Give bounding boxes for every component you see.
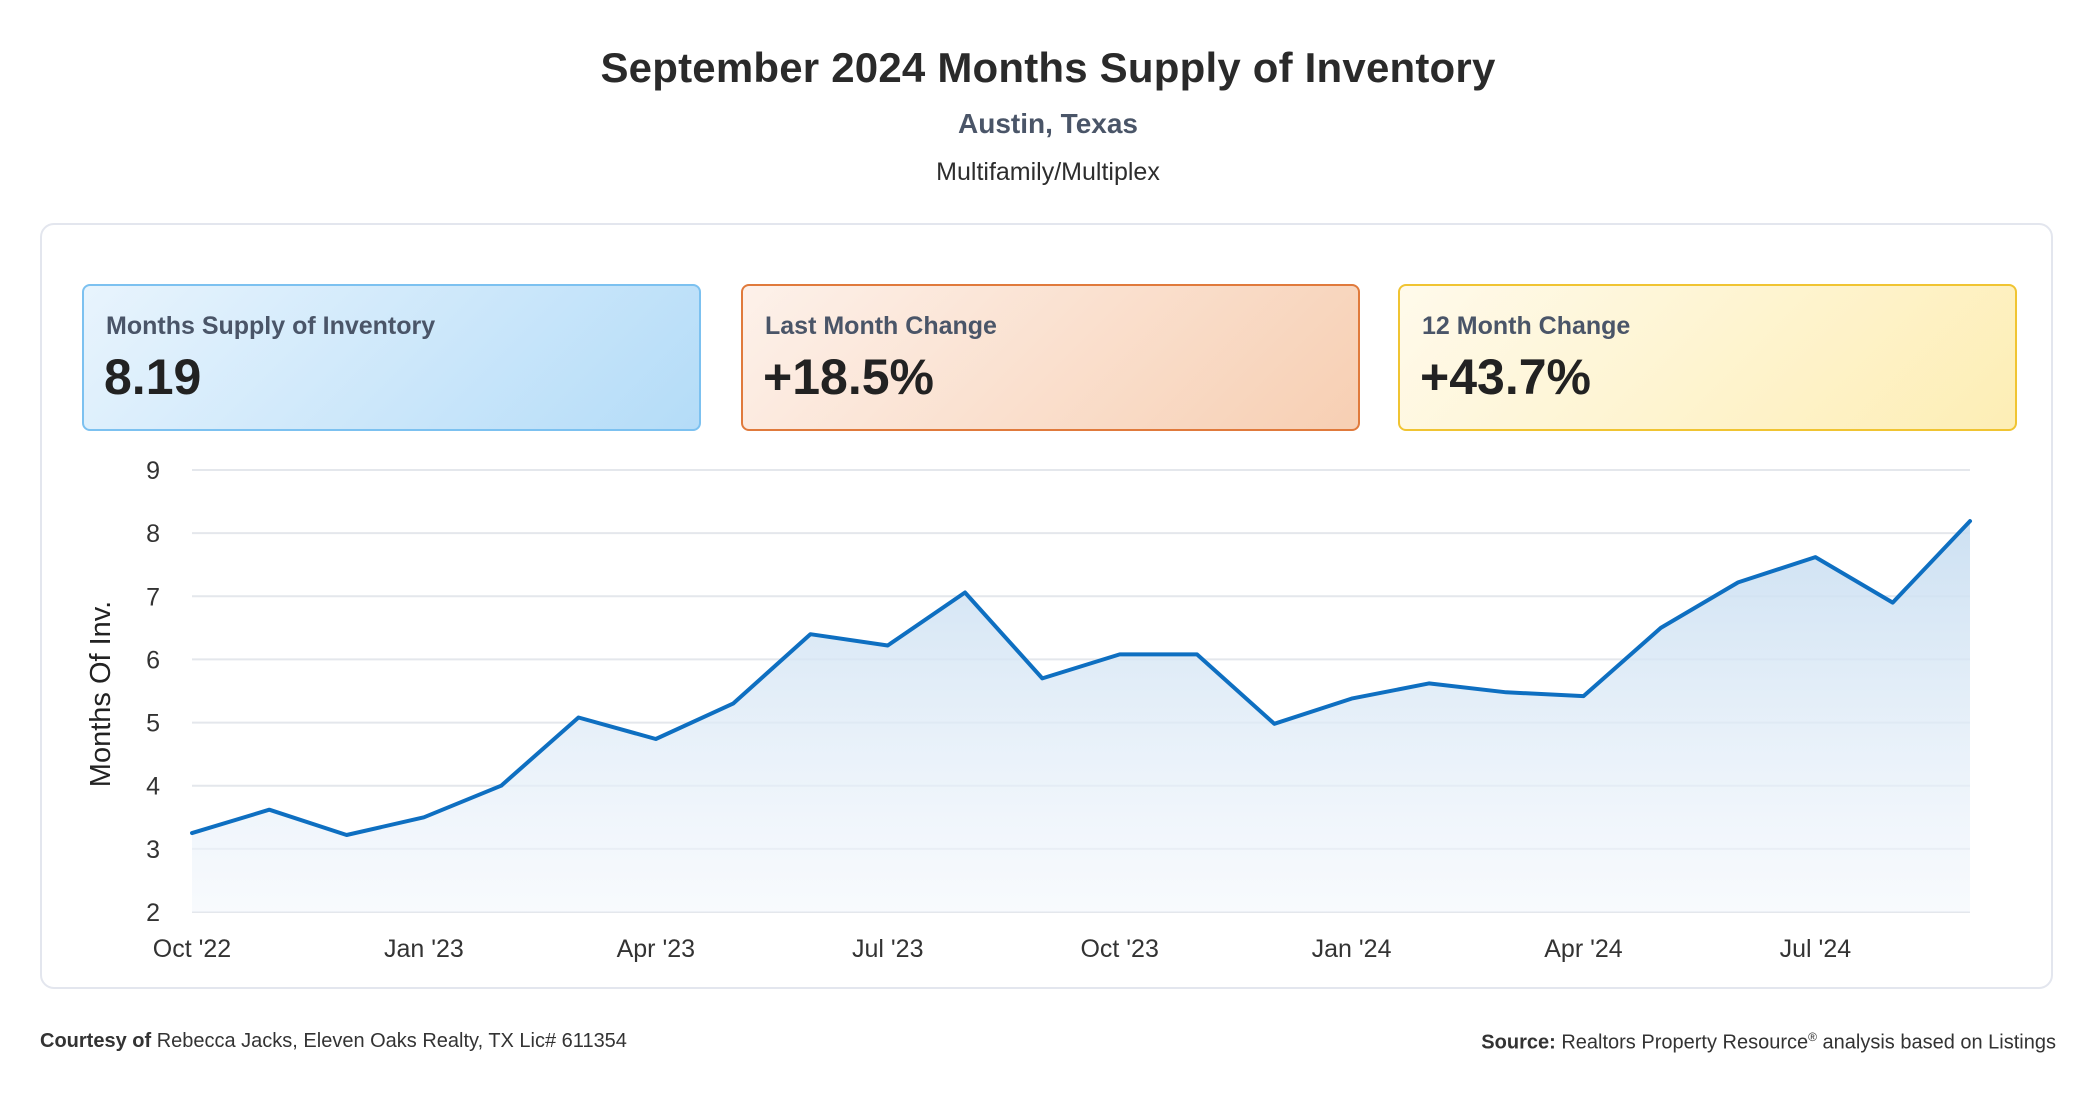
- last-month-change-label: Last Month Change: [765, 312, 997, 340]
- series-area: [192, 521, 1970, 912]
- x-tick-label: Oct '22: [153, 935, 231, 963]
- twelve-month-change-card: 12 Month Change +43.7%: [1398, 284, 2017, 431]
- chart-title: September 2024 Months Supply of Inventor…: [600, 44, 1496, 91]
- source-text: Realtors Property Resource: [1561, 1031, 1809, 1054]
- y-tick-label: 2: [146, 899, 160, 927]
- source-footer: Source: Realtors Property Resource® anal…: [1481, 1030, 2056, 1055]
- y-tick-label: 9: [146, 457, 160, 485]
- y-axis-label: Months Of Inv.: [85, 601, 117, 787]
- x-axis-ticks: Oct '22 Jan '23 Apr '23 Jul '23 Oct '23 Jan '…: [153, 935, 1851, 963]
- y-tick-label: 4: [146, 773, 160, 801]
- y-tick-label: 6: [146, 646, 160, 674]
- twelve-month-change-value: +43.7%: [1420, 349, 1591, 405]
- x-tick-label: Apr '23: [617, 935, 695, 963]
- x-tick-label: Jan '23: [384, 935, 464, 963]
- last-month-change-card: Last Month Change +18.5%: [741, 284, 1360, 431]
- months-supply-label: Months Supply of Inventory: [106, 312, 436, 340]
- series-line: [190, 519, 1972, 837]
- courtesy-text: Rebecca Jacks, Eleven Oaks Realty, TX Li…: [156, 1030, 627, 1052]
- property-type-label: Multifamily/Multiplex: [936, 158, 1160, 186]
- y-axis-ticks: 2 3 4 5 6 7 8 9: [146, 457, 160, 927]
- x-tick-label: Jul '23: [852, 935, 923, 963]
- months-supply-card: Months Supply of Inventory 8.19: [82, 284, 701, 431]
- twelve-month-change-label: 12 Month Change: [1422, 312, 1631, 340]
- x-tick-label: Oct '23: [1080, 935, 1158, 963]
- source-suffix: analysis based on Listings: [1822, 1031, 2056, 1054]
- y-tick-label: 5: [146, 710, 160, 738]
- courtesy-footer: Courtesy of Rebecca Jacks, Eleven Oaks R…: [40, 1030, 627, 1053]
- months-supply-value: 8.19: [104, 349, 202, 405]
- x-tick-label: Jan '24: [1312, 935, 1392, 963]
- y-tick-label: 8: [146, 520, 160, 548]
- y-tick-label: 7: [146, 583, 160, 611]
- registered-mark: ®: [1808, 1030, 1817, 1044]
- last-month-change-value: +18.5%: [763, 349, 934, 405]
- courtesy-label: Courtesy of: [40, 1030, 152, 1052]
- x-tick-label: Jul '24: [1780, 935, 1852, 963]
- x-tick-label: Apr '24: [1544, 935, 1623, 963]
- y-tick-label: 3: [146, 836, 160, 864]
- location-subtitle: Austin, Texas: [958, 108, 1138, 139]
- source-label: Source:: [1481, 1031, 1556, 1054]
